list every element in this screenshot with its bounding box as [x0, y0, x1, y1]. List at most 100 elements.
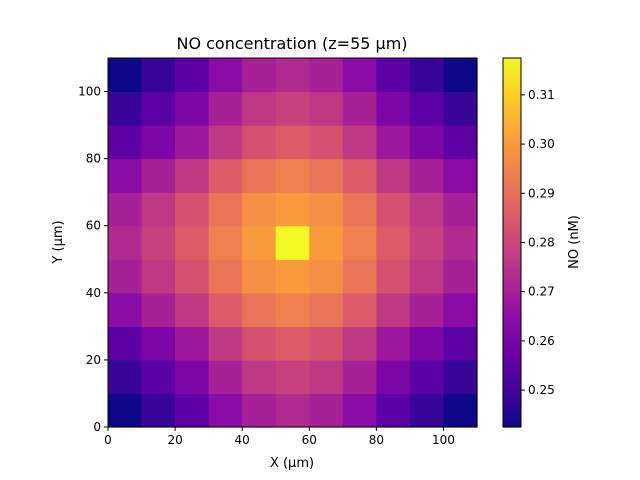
heatmap-cell: [108, 359, 143, 395]
heatmap-cell: [242, 393, 277, 428]
colorbar-segment: [503, 294, 521, 299]
colorbar-segment: [503, 288, 521, 293]
y-tick-label: 40: [86, 286, 101, 300]
heatmap-cell: [208, 259, 243, 294]
heatmap-cell: [108, 58, 143, 93]
colorbar-segment: [503, 307, 521, 311]
colorbar-segment: [503, 377, 521, 382]
colorbar-segment: [503, 273, 521, 277]
heatmap-cell: [409, 326, 445, 361]
colorbar-segment: [503, 156, 521, 161]
heatmap-cell: [342, 393, 377, 428]
x-tick-label: 0: [104, 433, 112, 447]
heatmap-cell: [108, 192, 143, 227]
colorbar-segment: [503, 414, 521, 419]
heatmap-cell: [141, 125, 176, 160]
heatmap-cell: [409, 225, 445, 260]
heatmap-cell: [141, 91, 176, 126]
heatmap-cell: [208, 58, 243, 93]
colorbar-tick-label: 0.31: [528, 88, 555, 102]
colorbar-segment: [503, 423, 521, 428]
heatmap-cell: [409, 292, 445, 327]
colorbar-segment: [503, 171, 521, 176]
heatmap-cell: [376, 259, 411, 294]
heatmap-cell: [309, 292, 344, 327]
heatmap-cell: [242, 359, 277, 395]
heatmap-cell: [208, 393, 243, 428]
heatmap-cell: [443, 91, 478, 126]
heatmap-cell: [376, 192, 411, 227]
colorbar-segment: [503, 383, 521, 388]
colorbar-segment: [503, 236, 521, 241]
colorbar-segment: [503, 79, 521, 84]
colorbar-segment: [503, 396, 521, 400]
y-axis-label: Y (µm): [51, 220, 66, 264]
heatmap-cell: [175, 292, 210, 327]
chart-title: NO concentration (z=55 µm): [176, 34, 407, 53]
colorbar-segment: [503, 113, 521, 118]
colorbar-segment: [503, 390, 521, 394]
colorbar-segment: [503, 211, 521, 216]
colorbar-segment: [503, 181, 521, 185]
colorbar-segment: [503, 141, 521, 145]
colorbar-segment: [503, 165, 521, 170]
colorbar-segment: [503, 420, 521, 425]
colorbar-segment: [503, 85, 521, 90]
heatmap-cell: [342, 225, 377, 260]
heatmap-cell: [208, 292, 243, 327]
colorbar-segment: [503, 208, 521, 213]
heatmap-cell: [275, 292, 310, 327]
heatmap-cell: [141, 158, 176, 193]
heatmap-cell: [108, 225, 143, 260]
colorbar-segment: [503, 233, 521, 237]
heatmap-cell: [342, 58, 377, 93]
heatmap-cell: [376, 225, 411, 260]
heatmap-cell: [275, 91, 310, 126]
colorbar-segment: [503, 362, 521, 367]
colorbar-segment: [503, 328, 521, 333]
colorbar-segment: [503, 337, 521, 342]
colorbar-segment: [503, 125, 521, 130]
colorbar-segment: [503, 291, 521, 296]
heatmap-cell: [443, 192, 478, 227]
heatmap-cell: [376, 58, 411, 93]
colorbar-segment: [503, 270, 521, 274]
colorbar-segment: [503, 279, 521, 284]
heatmap-cell: [242, 292, 277, 327]
colorbar-segment: [503, 304, 521, 308]
heatmap-cell: [208, 192, 243, 227]
heatmap-cell: [175, 158, 210, 193]
colorbar-segment: [503, 202, 521, 207]
heatmap-cell: [208, 125, 243, 160]
colorbar-segment: [503, 199, 521, 204]
heatmap-cell: [309, 58, 344, 93]
colorbar: [503, 58, 521, 428]
colorbar-segment: [503, 316, 521, 320]
heatmap-cell: [141, 326, 176, 361]
colorbar-segment: [503, 122, 521, 127]
heatmap-cell: [275, 225, 310, 260]
heatmap-cell: [342, 125, 377, 160]
colorbar-segment: [503, 380, 521, 385]
heatmap-cell: [175, 225, 210, 260]
heatmap-cell: [108, 292, 143, 327]
heatmap-cell: [275, 393, 310, 428]
colorbar-segment: [503, 97, 521, 102]
heatmap-cell: [208, 359, 243, 395]
colorbar-segment: [503, 162, 521, 167]
x-tick-label: 20: [167, 433, 182, 447]
colorbar-segment: [503, 417, 521, 422]
heatmap-cell: [275, 259, 310, 294]
heatmap-cell: [342, 158, 377, 193]
colorbar-segment: [503, 319, 521, 324]
heatmap-cell: [108, 91, 143, 126]
colorbar-segment: [503, 230, 521, 234]
colorbar-segment: [503, 190, 521, 194]
colorbar-segment: [503, 254, 521, 259]
colorbar-segment: [503, 408, 521, 413]
heatmap-cell: [108, 326, 143, 361]
heatmap-cell: [242, 158, 277, 193]
x-axis-ticks: 0 20 40 60 80 100: [104, 427, 455, 447]
heatmap-cell: [309, 393, 344, 428]
